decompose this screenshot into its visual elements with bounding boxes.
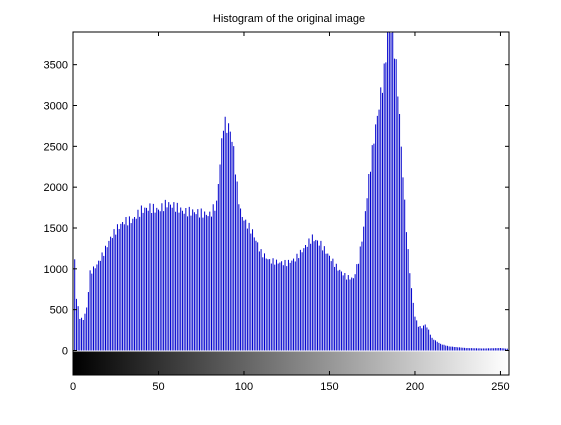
x-tick-label: 250 xyxy=(491,381,509,393)
y-tick-label: 1500 xyxy=(44,223,68,235)
y-tick-label: 3000 xyxy=(44,101,68,113)
x-tick-label: 0 xyxy=(70,381,76,393)
bars-group xyxy=(72,32,510,351)
plot-frame xyxy=(72,31,510,376)
y-tick-label: 2500 xyxy=(44,141,68,153)
y-tick-label: 500 xyxy=(50,305,68,317)
y-tick-label: 3500 xyxy=(44,60,68,72)
x-tick-label: 100 xyxy=(235,381,253,393)
y-tick-label: 1000 xyxy=(44,264,68,276)
chart-title: Histogram of the original image xyxy=(213,13,365,25)
x-tick-label: 200 xyxy=(406,381,424,393)
x-tick-label: 150 xyxy=(320,381,338,393)
y-tick-label: 2000 xyxy=(44,182,68,194)
y-tick-label: 0 xyxy=(62,346,68,358)
plot-area xyxy=(73,32,509,375)
y-axis: 0 500 1000 1500 2000 2500 3000 3500 xyxy=(44,60,509,358)
colorbar xyxy=(73,351,509,375)
x-axis: 0 50 100 150 200 250 xyxy=(70,32,510,393)
x-tick-label: 50 xyxy=(152,381,164,393)
